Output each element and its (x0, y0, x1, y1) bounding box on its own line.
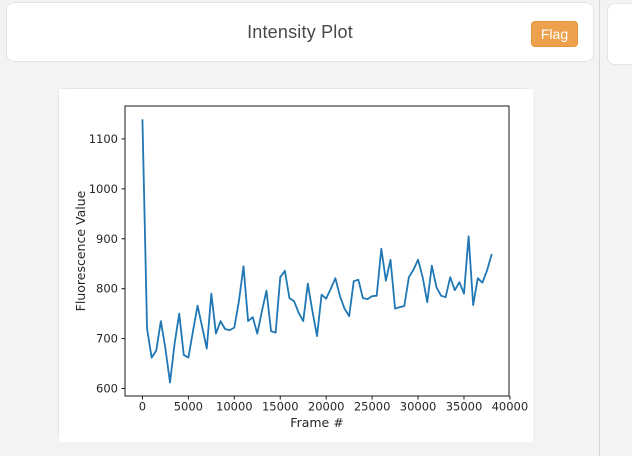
x-tick-label: 25000 (354, 400, 391, 414)
x-tick-label: 5000 (174, 400, 203, 414)
y-tick-label: 700 (96, 332, 118, 346)
y-axis-label: Fluorescence Value (73, 190, 88, 311)
y-tick-label: 1100 (89, 132, 118, 146)
plot-svg: 0 5000 10000 15000 20000 25000 30000 35000 40000… (59, 89, 533, 442)
x-tick-label: 10000 (216, 400, 253, 414)
y-tick-label: 900 (96, 232, 118, 246)
column-divider (599, 0, 600, 456)
x-tick-label: 30000 (400, 400, 437, 414)
y-axis-ticks: 600 700 800 900 1000 1100 (89, 132, 125, 396)
y-tick-label: 800 (96, 282, 118, 296)
fluorescence-line (141, 119, 493, 384)
x-tick-label: 15000 (262, 400, 299, 414)
x-tick-label: 0 (139, 400, 146, 414)
intensity-plot-chart: 0 5000 10000 15000 20000 25000 30000 35000 40000… (59, 89, 533, 447)
x-tick-label: 20000 (308, 400, 345, 414)
header-card: Intensity Plot Flag (6, 2, 594, 62)
flag-button[interactable]: Flag (531, 21, 578, 47)
x-axis-ticks: 0 5000 10000 15000 20000 25000 30000 35000 40000 (139, 396, 528, 414)
y-tick-label: 600 (96, 382, 118, 396)
chart-card: 0 5000 10000 15000 20000 25000 30000 35000 40000… (58, 88, 533, 442)
x-tick-label: 40000 (492, 400, 529, 414)
adjacent-panel-card (607, 3, 632, 65)
axes-box (124, 105, 510, 397)
y-tick-label: 1000 (89, 182, 118, 196)
page-title: Intensity Plot (247, 21, 353, 42)
x-tick-label: 35000 (446, 400, 483, 414)
x-axis-label: Frame # (290, 415, 343, 430)
